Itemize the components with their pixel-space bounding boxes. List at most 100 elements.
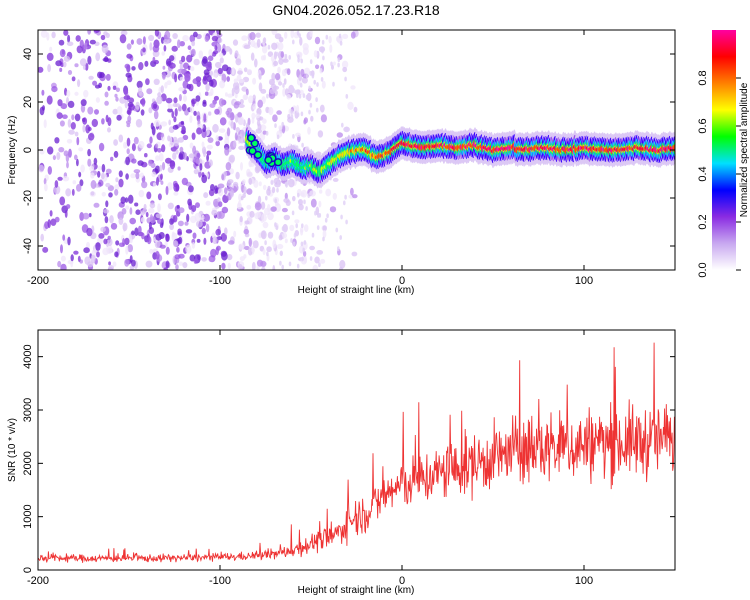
noise-blob bbox=[193, 258, 198, 264]
noise-blob bbox=[217, 67, 223, 75]
noise-blob bbox=[87, 148, 91, 157]
noise-blob bbox=[140, 109, 145, 116]
noise-blob bbox=[244, 245, 250, 251]
figure-title: GN04.2026.052.17.23.R18 bbox=[272, 2, 440, 18]
noise-blob bbox=[272, 265, 276, 270]
y-tick-label: 1000 bbox=[22, 504, 34, 528]
noise-blob bbox=[247, 117, 251, 126]
noise-blob bbox=[288, 261, 292, 267]
spectrogram-y-ticks: -40 -20 0 20 40 bbox=[22, 48, 675, 254]
noise-blob bbox=[296, 93, 299, 98]
noise-blob bbox=[154, 143, 159, 149]
noise-blob bbox=[267, 231, 274, 239]
noise-blob bbox=[188, 153, 195, 159]
noise-blob bbox=[270, 206, 277, 212]
noise-blob bbox=[105, 73, 111, 81]
noise-blob bbox=[233, 230, 237, 238]
noise-blob bbox=[60, 263, 67, 270]
noise-blob bbox=[138, 189, 145, 198]
noise-blob bbox=[286, 68, 291, 76]
noise-blob bbox=[90, 191, 95, 196]
x-tick-label: -200 bbox=[27, 575, 49, 587]
noise-blob bbox=[174, 108, 178, 117]
noise-blob bbox=[120, 196, 126, 204]
noise-blob bbox=[258, 82, 263, 92]
noise-blob bbox=[91, 118, 99, 128]
noise-blob bbox=[339, 259, 346, 269]
noise-blob bbox=[345, 219, 348, 225]
noise-blob bbox=[55, 60, 62, 67]
noise-blob bbox=[70, 254, 74, 262]
noise-blob bbox=[322, 225, 328, 232]
snr-panel: -200 -100 0 100 0 1000 2000 3000 4000 Height of… bbox=[7, 329, 676, 596]
noise-blob bbox=[201, 227, 206, 235]
noise-blob bbox=[266, 93, 269, 99]
noise-blob bbox=[190, 66, 195, 72]
noise-blob bbox=[178, 94, 182, 102]
noise-blob bbox=[242, 193, 246, 199]
noise-blob bbox=[86, 241, 90, 249]
noise-blob bbox=[51, 31, 56, 39]
noise-blob bbox=[75, 35, 81, 42]
noise-blob bbox=[178, 207, 185, 214]
noise-blob bbox=[295, 132, 301, 137]
noise-blob bbox=[209, 70, 213, 77]
noise-blob bbox=[201, 141, 205, 148]
noise-blob bbox=[183, 62, 189, 70]
noise-blob bbox=[172, 124, 179, 130]
noise-blob bbox=[196, 238, 201, 243]
noise-blob bbox=[74, 131, 79, 137]
noise-blob bbox=[292, 195, 296, 202]
noise-blob bbox=[116, 114, 122, 121]
noise-blob bbox=[322, 236, 325, 242]
noise-blob bbox=[217, 37, 223, 44]
noise-blob bbox=[92, 80, 98, 86]
noise-blob bbox=[76, 184, 82, 192]
noise-blob bbox=[127, 194, 134, 204]
noise-blob bbox=[128, 103, 135, 111]
noise-blob bbox=[265, 195, 268, 201]
noise-blob bbox=[116, 106, 123, 115]
noise-blob bbox=[309, 190, 316, 197]
spectrogram-y-axis-title: Frequency (Hz) bbox=[7, 116, 18, 185]
noise-blob bbox=[335, 227, 339, 233]
noise-blob bbox=[105, 200, 109, 208]
noise-blob bbox=[54, 137, 60, 144]
noise-blob bbox=[340, 214, 343, 220]
noise-blob bbox=[193, 58, 200, 66]
noise-blob bbox=[104, 100, 109, 106]
noise-blob bbox=[265, 130, 269, 136]
colorbar-tick-label: 0.6 bbox=[697, 118, 709, 133]
noise-blob bbox=[182, 262, 188, 269]
noise-blob bbox=[337, 246, 340, 252]
noise-blob bbox=[196, 127, 203, 135]
noise-blob bbox=[192, 78, 200, 85]
noise-blob bbox=[181, 103, 187, 112]
noise-blob bbox=[305, 206, 308, 211]
noise-blob bbox=[277, 180, 280, 186]
noise-blob bbox=[129, 207, 133, 215]
noise-blob bbox=[41, 89, 45, 96]
noise-blob bbox=[76, 45, 83, 54]
noise-blob bbox=[165, 97, 173, 104]
noise-blob bbox=[167, 202, 174, 210]
noise-blob bbox=[148, 107, 153, 114]
noise-blob bbox=[256, 211, 261, 218]
noise-blob bbox=[261, 266, 266, 270]
noise-blob bbox=[145, 211, 149, 218]
noise-blob bbox=[337, 57, 341, 63]
noise-blob bbox=[82, 212, 90, 220]
noise-blob bbox=[67, 70, 73, 75]
noise-blob bbox=[146, 191, 152, 200]
noise-blob bbox=[248, 160, 253, 168]
noise-blob bbox=[234, 101, 241, 106]
noise-blob bbox=[117, 211, 124, 221]
noise-blob bbox=[104, 91, 109, 98]
noise-blob bbox=[139, 91, 144, 97]
noise-blob bbox=[209, 79, 214, 87]
noise-blob bbox=[96, 251, 100, 258]
noise-blob bbox=[141, 181, 148, 189]
noise-blob bbox=[212, 72, 218, 78]
y-tick-label: -40 bbox=[22, 238, 34, 254]
noise-blob bbox=[101, 44, 109, 54]
